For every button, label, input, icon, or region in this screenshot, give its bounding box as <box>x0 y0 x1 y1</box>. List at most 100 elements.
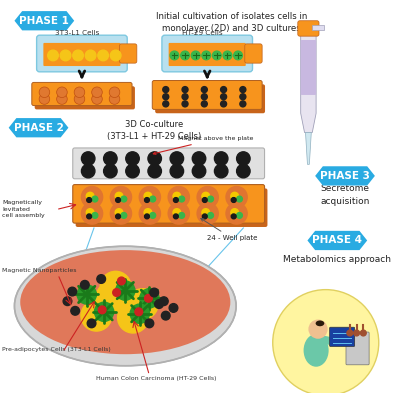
Circle shape <box>192 152 206 165</box>
Ellipse shape <box>14 246 236 366</box>
Circle shape <box>208 196 214 202</box>
FancyBboxPatch shape <box>346 332 369 365</box>
Circle shape <box>202 198 207 202</box>
Ellipse shape <box>316 320 324 326</box>
Circle shape <box>273 290 379 396</box>
Polygon shape <box>306 132 311 164</box>
Text: PHASE 2: PHASE 2 <box>14 123 64 133</box>
Circle shape <box>347 330 353 336</box>
Circle shape <box>82 203 103 224</box>
Circle shape <box>202 51 210 60</box>
Text: Magnetic Nanoparticles: Magnetic Nanoparticles <box>2 268 76 273</box>
Circle shape <box>39 94 50 104</box>
Circle shape <box>41 96 48 103</box>
Circle shape <box>118 277 125 285</box>
Text: Initial cultivation of isolates cells in
monolayer (2D) and 3D cultures: Initial cultivation of isolates cells in… <box>156 12 307 33</box>
Circle shape <box>74 94 85 104</box>
Circle shape <box>201 94 207 100</box>
Circle shape <box>116 214 120 219</box>
Text: 24 - Well plate: 24 - Well plate <box>201 218 258 242</box>
Circle shape <box>201 86 207 92</box>
Circle shape <box>173 192 181 200</box>
Circle shape <box>169 304 178 312</box>
Circle shape <box>126 152 139 165</box>
Circle shape <box>150 288 158 297</box>
Polygon shape <box>14 11 74 30</box>
Circle shape <box>231 192 238 200</box>
FancyBboxPatch shape <box>152 80 262 110</box>
Text: 3T3-L1 Cells: 3T3-L1 Cells <box>55 30 99 36</box>
Circle shape <box>63 297 72 306</box>
Circle shape <box>41 89 48 96</box>
Circle shape <box>109 94 120 104</box>
Circle shape <box>221 101 226 107</box>
Polygon shape <box>301 26 316 132</box>
Circle shape <box>231 198 236 202</box>
FancyBboxPatch shape <box>301 40 316 95</box>
Circle shape <box>150 212 156 218</box>
Circle shape <box>223 51 232 60</box>
FancyBboxPatch shape <box>245 44 262 63</box>
FancyBboxPatch shape <box>35 86 135 110</box>
Circle shape <box>170 51 179 60</box>
Circle shape <box>202 209 210 216</box>
Circle shape <box>168 186 189 208</box>
FancyBboxPatch shape <box>37 35 127 72</box>
Circle shape <box>87 198 92 202</box>
Circle shape <box>121 212 127 218</box>
Circle shape <box>116 198 120 202</box>
Circle shape <box>104 152 117 165</box>
Circle shape <box>155 300 163 308</box>
Circle shape <box>82 164 95 178</box>
Circle shape <box>181 51 189 60</box>
Circle shape <box>162 311 170 320</box>
Circle shape <box>92 212 98 218</box>
Circle shape <box>135 308 143 316</box>
Circle shape <box>109 87 120 98</box>
Circle shape <box>96 283 126 314</box>
Circle shape <box>113 289 120 296</box>
Circle shape <box>86 209 94 216</box>
Circle shape <box>240 101 246 107</box>
Circle shape <box>237 196 242 202</box>
Circle shape <box>148 152 162 165</box>
Circle shape <box>115 209 123 216</box>
Circle shape <box>237 152 250 165</box>
Circle shape <box>197 203 218 224</box>
FancyBboxPatch shape <box>76 188 268 227</box>
Circle shape <box>39 87 50 98</box>
Circle shape <box>179 196 184 202</box>
Circle shape <box>77 285 96 304</box>
Circle shape <box>221 94 226 100</box>
Circle shape <box>73 50 83 61</box>
Circle shape <box>92 94 102 104</box>
Circle shape <box>76 89 83 96</box>
Circle shape <box>160 297 168 306</box>
Circle shape <box>116 281 135 300</box>
Circle shape <box>226 203 247 224</box>
Polygon shape <box>9 118 68 137</box>
Circle shape <box>111 96 118 103</box>
Text: PHASE 4: PHASE 4 <box>312 236 362 246</box>
FancyBboxPatch shape <box>73 184 264 223</box>
Circle shape <box>231 209 238 216</box>
Text: Pre-adipocytes Cells (3T3-L1 Cells): Pre-adipocytes Cells (3T3-L1 Cells) <box>2 347 111 352</box>
Circle shape <box>144 192 152 200</box>
Circle shape <box>115 192 123 200</box>
FancyBboxPatch shape <box>43 43 120 66</box>
Text: Magnet above the plate: Magnet above the plate <box>153 136 254 154</box>
FancyBboxPatch shape <box>162 35 252 72</box>
Circle shape <box>85 50 96 61</box>
Ellipse shape <box>320 336 338 346</box>
Ellipse shape <box>304 334 329 367</box>
Circle shape <box>104 164 117 178</box>
Circle shape <box>202 192 210 200</box>
FancyBboxPatch shape <box>32 82 132 106</box>
Circle shape <box>182 86 188 92</box>
Circle shape <box>92 196 98 202</box>
FancyBboxPatch shape <box>298 21 319 36</box>
Circle shape <box>110 50 121 61</box>
Circle shape <box>354 330 360 336</box>
Circle shape <box>87 319 96 328</box>
FancyBboxPatch shape <box>73 148 264 179</box>
